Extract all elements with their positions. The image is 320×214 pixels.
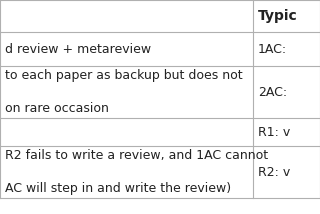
Text: 1AC:: 1AC:	[258, 43, 287, 55]
Text: d review + metareview: d review + metareview	[5, 43, 151, 55]
Text: on rare occasion: on rare occasion	[5, 102, 109, 115]
Text: R2: v: R2: v	[258, 165, 290, 178]
Text: R2 fails to write a review, and 1AC cannot: R2 fails to write a review, and 1AC cann…	[5, 149, 268, 162]
Text: 2AC:: 2AC:	[258, 86, 287, 98]
Text: R1: v: R1: v	[258, 125, 290, 138]
Text: to each paper as backup but does not: to each paper as backup but does not	[5, 69, 243, 82]
Text: Typic: Typic	[258, 9, 298, 23]
Text: AC will step in and write the review): AC will step in and write the review)	[5, 182, 231, 195]
